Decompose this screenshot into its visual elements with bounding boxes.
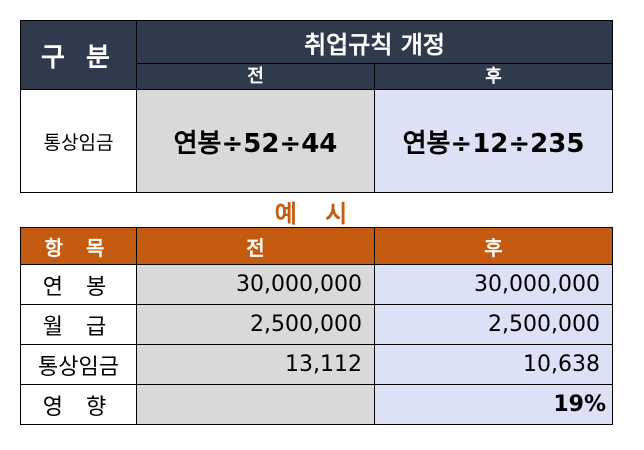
example-table: 항 목 전 후 연 봉 30,000,000 30,000,000 월 급 2,… (20, 227, 613, 425)
row-before-value: 30,000,000 (136, 264, 375, 305)
rule-revision-table: 구 분 취업규칙 개정 전 후 통상임금 연봉÷52÷44 연봉÷12÷235 (20, 20, 613, 193)
example-title: 예 시 (274, 200, 358, 228)
before-header: 전 (136, 63, 375, 90)
impact-value: 19% (374, 384, 613, 425)
ordinary-wage-label: 통상임금 (20, 89, 137, 193)
row-label: 통상임금 (20, 344, 137, 385)
row-after-value: 10,638 (374, 344, 613, 385)
revision-title: 취업규칙 개정 (136, 20, 613, 64)
row-after-value: 30,000,000 (374, 264, 613, 305)
example-before-header: 전 (136, 227, 375, 265)
example-after-header: 후 (374, 227, 613, 265)
table-row: 통상임금 13,112 10,638 (20, 344, 613, 385)
row-before-value: 2,500,000 (136, 304, 375, 345)
table-row: 영 향 19% (20, 384, 613, 425)
after-header: 후 (374, 63, 613, 90)
row-label: 월 급 (20, 304, 137, 345)
row-label: 연 봉 (20, 264, 137, 305)
formula-after: 연봉÷12÷235 (374, 89, 613, 193)
row-before-value (136, 384, 375, 425)
item-header: 항 목 (20, 227, 137, 265)
table-row: 연 봉 30,000,000 30,000,000 (20, 264, 613, 305)
row-after-value: 2,500,000 (374, 304, 613, 345)
row-before-value: 13,112 (136, 344, 375, 385)
formula-before: 연봉÷52÷44 (136, 89, 375, 193)
table-row: 월 급 2,500,000 2,500,000 (20, 304, 613, 345)
row-label: 영 향 (20, 384, 137, 425)
category-header: 구 분 (20, 20, 137, 90)
